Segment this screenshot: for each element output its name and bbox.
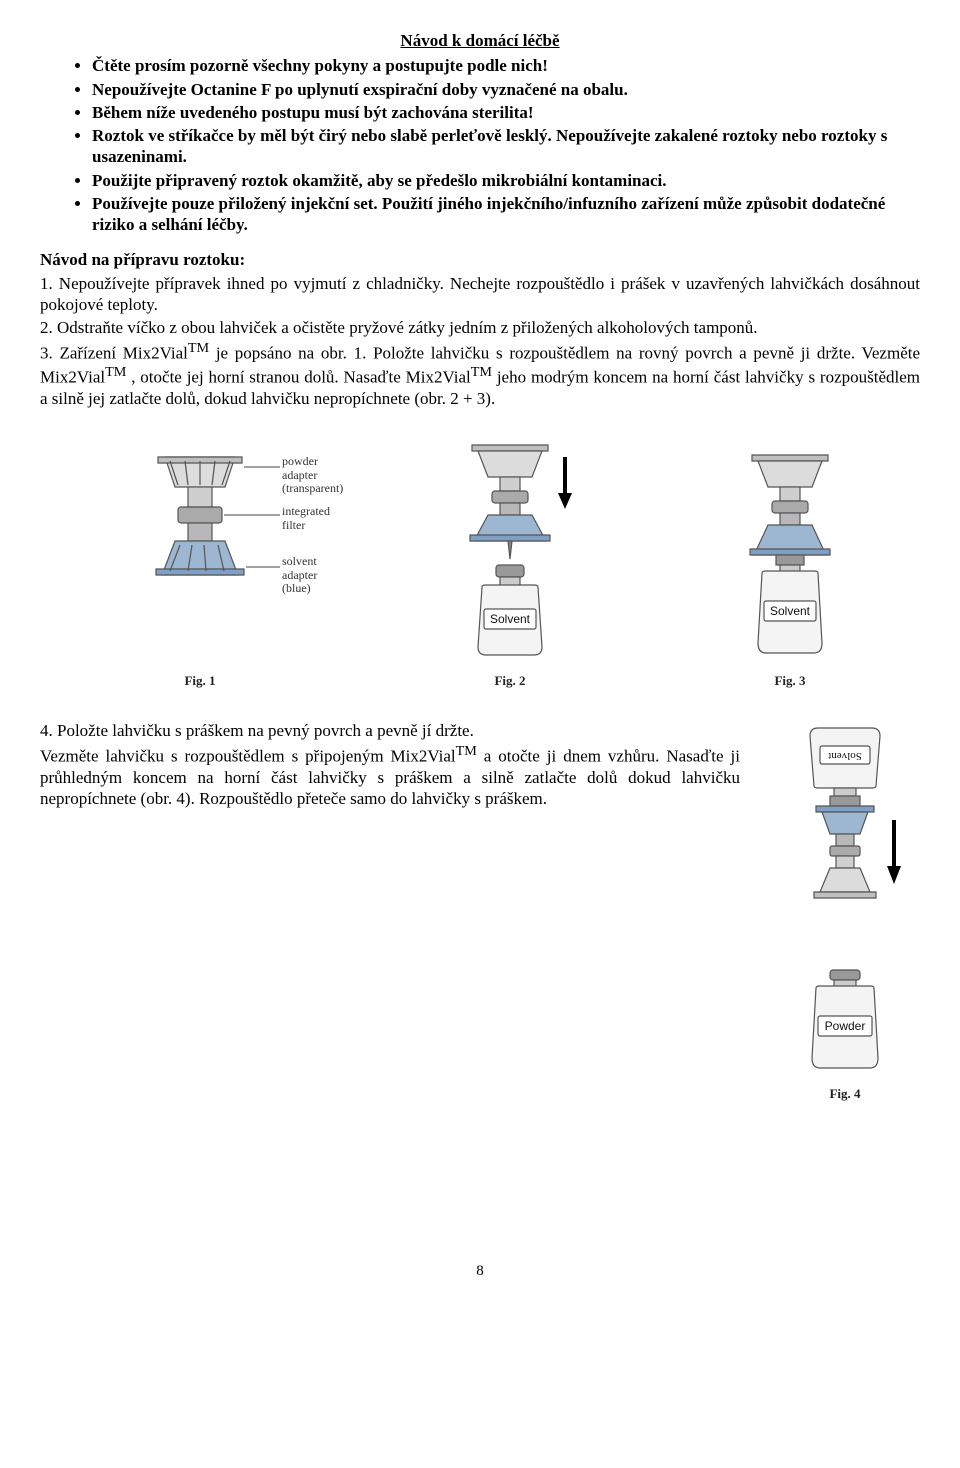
fig2-vial-label: Solvent — [490, 612, 531, 626]
fig2-caption: Fig. 2 — [400, 673, 620, 689]
figure-2: Solvent Fig. 2 — [400, 437, 620, 689]
list-item: Roztok ve stříkačce by měl být čirý nebo… — [92, 125, 920, 168]
fig3-vial-label: Solvent — [770, 604, 811, 618]
figure-1: powder adapter (transparent) integrated … — [70, 437, 330, 689]
fig1-label: integrated — [282, 504, 330, 518]
paragraph-2: 2. Odstraňte víčko z obou lahviček a oči… — [40, 317, 920, 338]
list-item: Nepoužívejte Octanine F po uplynutí exsp… — [92, 79, 920, 100]
fig1-caption: Fig. 1 — [70, 673, 330, 689]
page-title: Návod k domácí léčbě — [40, 30, 920, 51]
fig4-svg: Solvent Powder — [770, 720, 920, 1080]
list-item: Použijte připravený roztok okamžitě, aby… — [92, 170, 920, 191]
fig3-svg: Solvent — [690, 437, 890, 667]
fig4-caption: Fig. 4 — [770, 1086, 920, 1102]
paragraph-3: 3. Zařízení Mix2VialTM je popsáno na obr… — [40, 340, 920, 409]
text: Vezměte lahvičku s rozpouštědlem s připo… — [40, 746, 456, 765]
fig1-label: powder — [282, 454, 318, 468]
fig3-caption: Fig. 3 — [690, 673, 890, 689]
tm: TM — [188, 340, 209, 356]
text: 3. Zařízení Mix2Vial — [40, 344, 188, 363]
fig2-svg: Solvent — [400, 437, 620, 667]
fig1-label: adapter — [282, 468, 317, 482]
tm: TM — [105, 364, 126, 380]
fig1-label: filter — [282, 518, 305, 532]
figure-4: Solvent Powder Fig. 4 — [770, 720, 920, 1102]
list-item: Čtěte prosím pozorně všechny pokyny a po… — [92, 55, 920, 76]
fig1-label: (blue) — [282, 581, 311, 595]
instruction-list: Čtěte prosím pozorně všechny pokyny a po… — [40, 55, 920, 235]
section-heading: Návod na přípravu roztoku: — [40, 249, 920, 270]
figure-set-123: powder adapter (transparent) integrated … — [70, 437, 890, 689]
paragraph-1: 1. Nepoužívejte přípravek ihned po vyjmu… — [40, 273, 920, 316]
figure-3: Solvent Fig. 3 — [690, 437, 890, 689]
fig1-label: adapter — [282, 568, 317, 582]
fig1-label: solvent — [282, 554, 317, 568]
text: , otočte jej horní stranou dolů. Nasaďte… — [126, 368, 470, 387]
step4-row: 4. Položte lahvičku s práškem na pevný p… — [40, 720, 920, 1102]
tm: TM — [456, 743, 477, 759]
paragraph-4a: 4. Položte lahvičku s práškem na pevný p… — [40, 720, 740, 741]
fig1-label: (transparent) — [282, 481, 343, 495]
fig4-bottom-vial-label: Powder — [825, 1019, 866, 1033]
page-number: 8 — [40, 1262, 920, 1281]
paragraph-4b: Vezměte lahvičku s rozpouštědlem s připo… — [40, 743, 740, 809]
list-item: Používejte pouze přiložený injekční set.… — [92, 193, 920, 236]
fig4-top-vial-label: Solvent — [828, 750, 862, 762]
list-item: Během níže uvedeného postupu musí být za… — [92, 102, 920, 123]
tm: TM — [471, 364, 492, 380]
